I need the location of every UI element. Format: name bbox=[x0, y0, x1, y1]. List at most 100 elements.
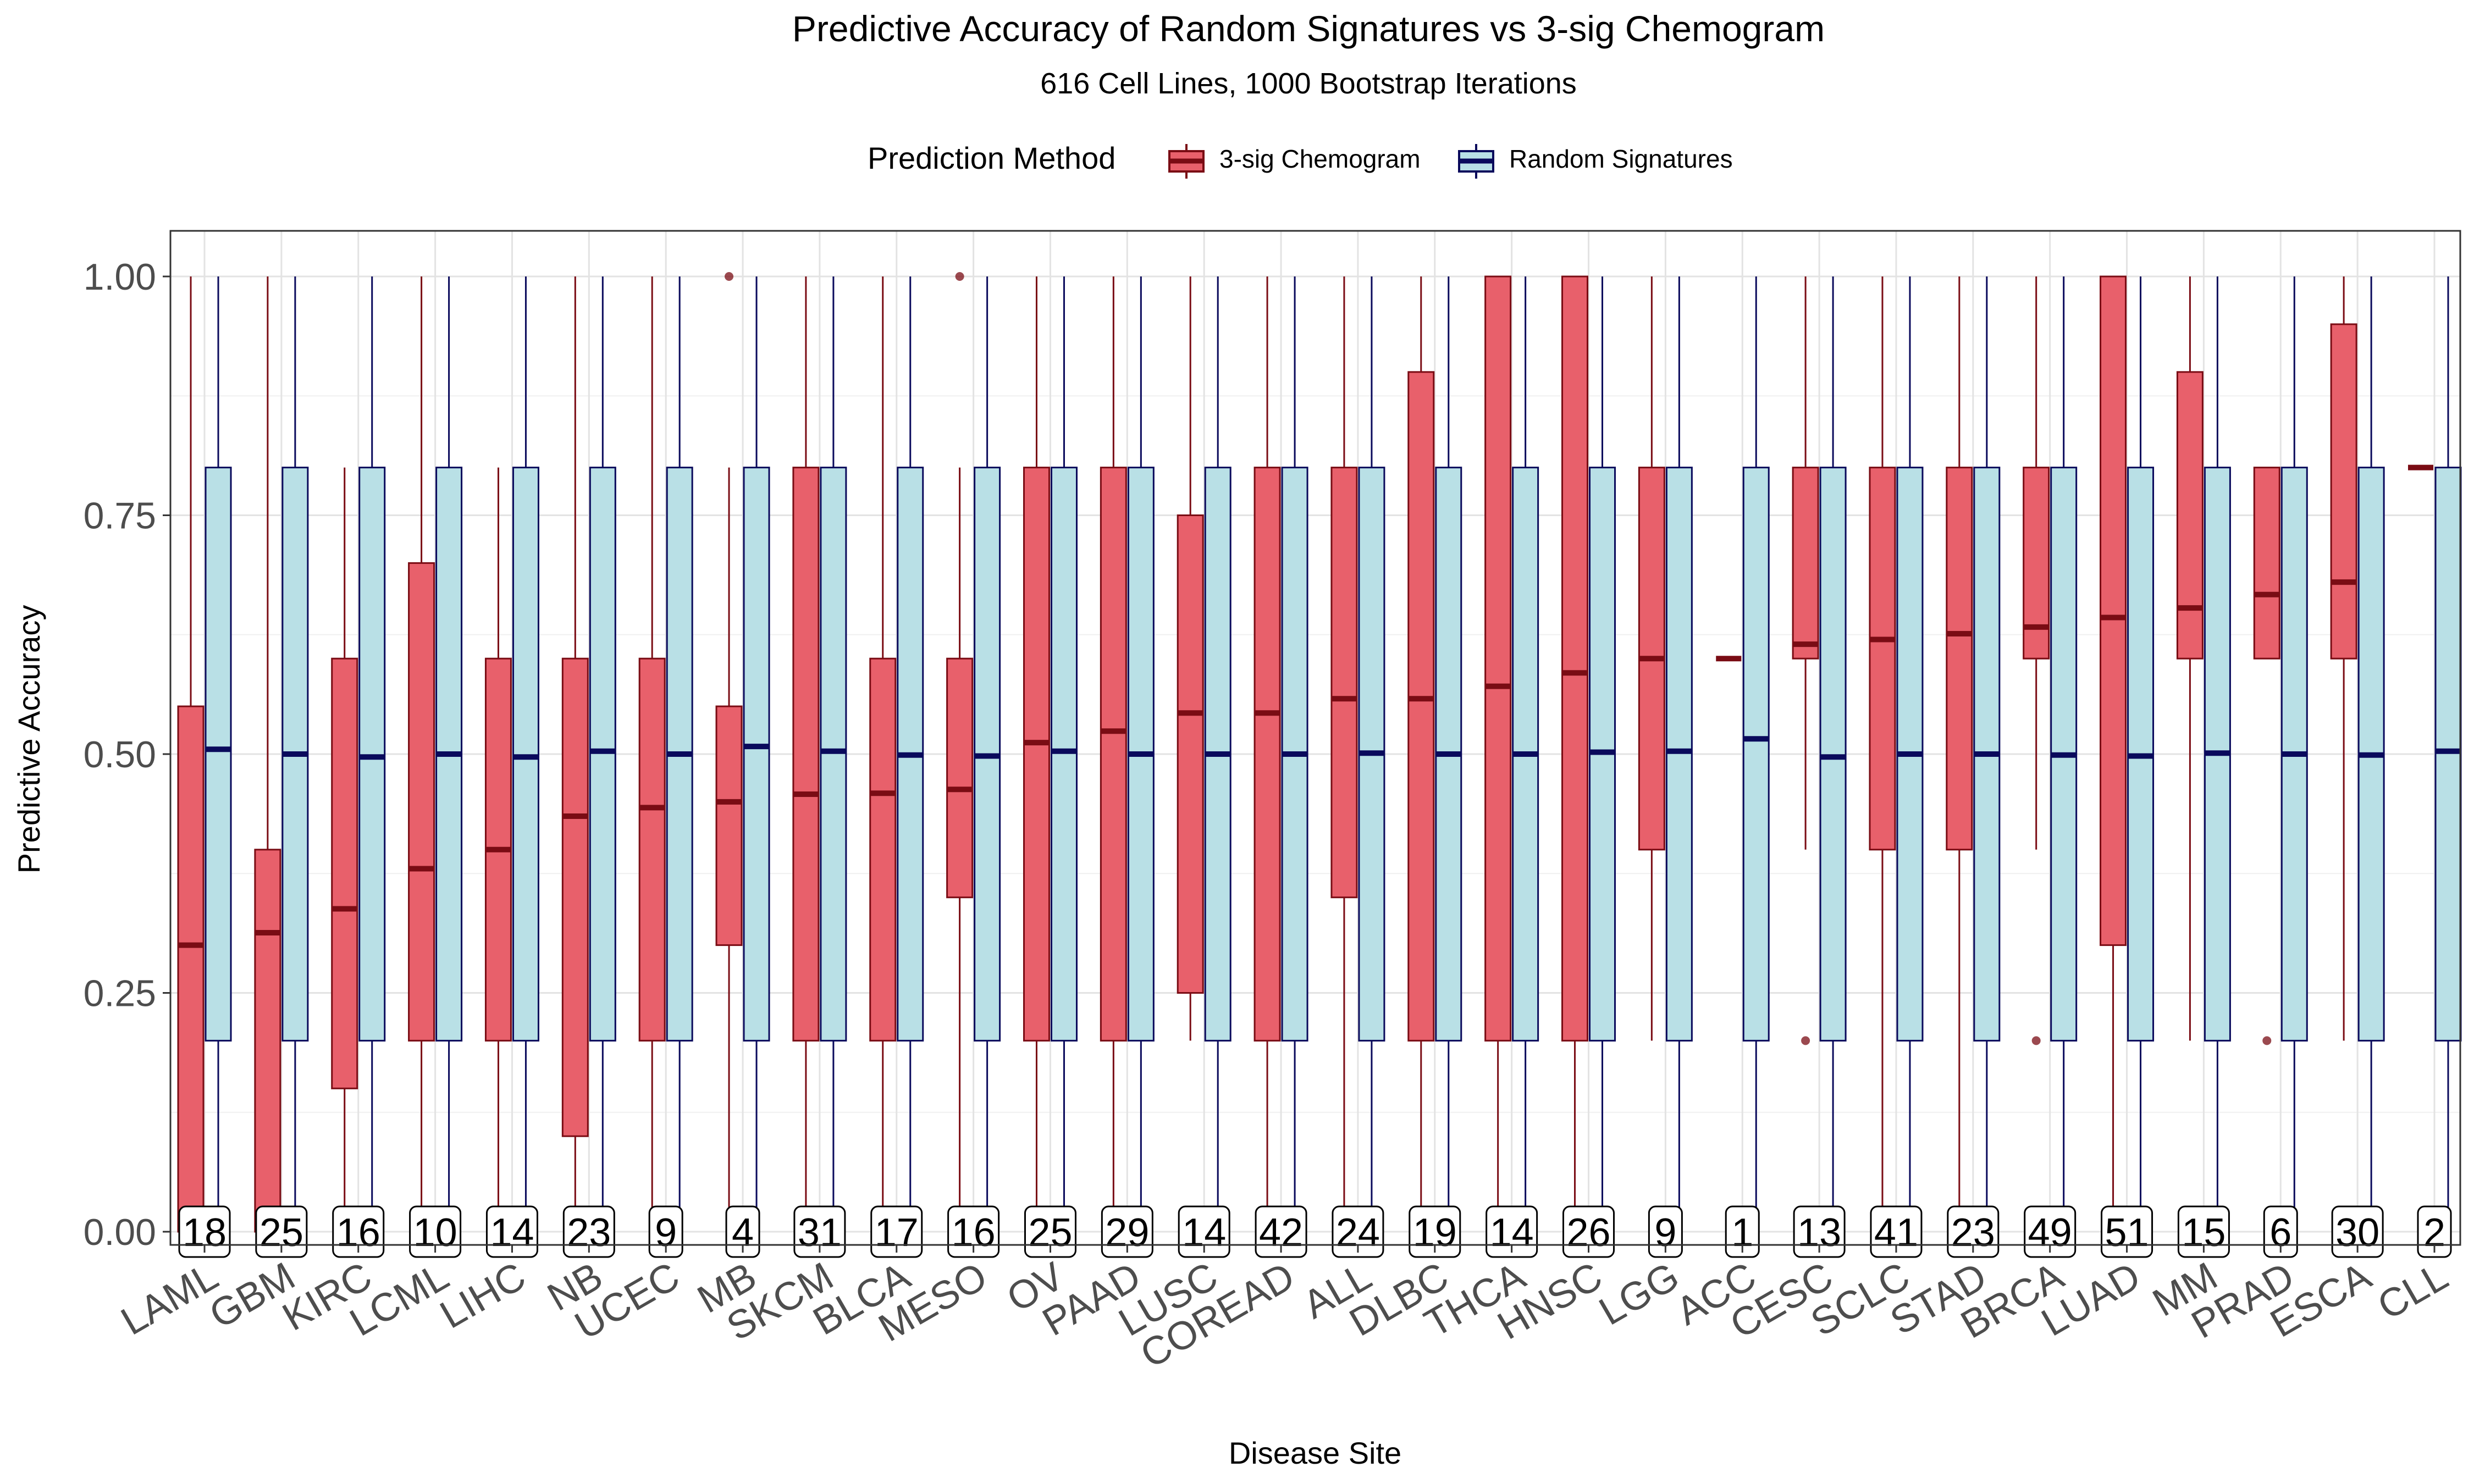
random-box-laml bbox=[205, 276, 232, 1232]
random-box-lgg bbox=[1665, 276, 1693, 1232]
random-box-mb bbox=[743, 276, 770, 1232]
chemogram-box-nb bbox=[561, 276, 589, 1232]
random-box-body bbox=[1050, 467, 1078, 1042]
legend-key-random bbox=[1458, 144, 1494, 179]
chemogram-box-mm bbox=[2176, 276, 2204, 1041]
chemogram-box-stad bbox=[1946, 276, 1973, 1232]
random-box-body bbox=[589, 467, 616, 1042]
chemogram-box-body bbox=[1100, 467, 1127, 1042]
chemogram-outlier-point bbox=[2262, 1036, 2272, 1045]
legend-label-random: Random Signatures bbox=[1509, 145, 1733, 173]
random-box-hnsc bbox=[1589, 276, 1616, 1232]
chemogram-box-body bbox=[254, 849, 281, 1233]
y-axis-label: Predictive Accuracy bbox=[12, 605, 46, 874]
chemogram-box-body bbox=[1407, 371, 1435, 1042]
chemogram-box-luad bbox=[2100, 275, 2127, 1232]
chemogram-box-body bbox=[1561, 275, 1589, 1042]
chemogram-box-dlbc bbox=[1407, 276, 1435, 1232]
chemogram-box-body bbox=[2100, 275, 2127, 946]
chemogram-box-gbm bbox=[254, 276, 281, 1233]
legend: Prediction Method 3-sig Chemogram Random… bbox=[868, 141, 1733, 179]
chemogram-box-body bbox=[946, 657, 974, 899]
y-tick-label: 0.25 bbox=[84, 973, 156, 1015]
chemogram-box-sclc bbox=[1869, 276, 1896, 1232]
random-box-dlbc bbox=[1435, 276, 1462, 1232]
chemogram-box-body bbox=[2176, 371, 2204, 660]
random-box-ov bbox=[1050, 276, 1078, 1232]
y-tick-label: 0.50 bbox=[84, 734, 156, 776]
chemogram-box-body bbox=[715, 705, 743, 946]
chemogram-box-esca bbox=[2330, 276, 2357, 1041]
chemogram-box-ucec bbox=[638, 276, 666, 1232]
chemogram-box-body bbox=[1023, 467, 1050, 1042]
legend-key-chemogram bbox=[1168, 144, 1205, 179]
random-box-mm bbox=[2204, 276, 2231, 1232]
chemogram-box-body bbox=[1792, 467, 1819, 660]
random-box-lusc bbox=[1204, 276, 1232, 1232]
chemogram-box-body bbox=[1253, 467, 1281, 1042]
chemogram-box-lusc bbox=[1177, 276, 1204, 1041]
random-box-body bbox=[1819, 467, 1847, 1042]
chemogram-box-paad bbox=[1100, 276, 1127, 1232]
legend-title: Prediction Method bbox=[868, 141, 1115, 175]
chemogram-box-body bbox=[1869, 467, 1896, 851]
random-box-thca bbox=[1512, 276, 1539, 1232]
random-box-lcml bbox=[435, 276, 463, 1232]
chart-title: Predictive Accuracy of Random Signatures… bbox=[792, 8, 1825, 49]
chemogram-box-cesc bbox=[1792, 276, 1819, 1045]
chart-subtitle: 616 Cell Lines, 1000 Bootstrap Iteration… bbox=[1040, 67, 1577, 100]
random-box-nb bbox=[589, 276, 616, 1232]
random-box-brca bbox=[2050, 276, 2078, 1232]
plot-border bbox=[169, 230, 2461, 1246]
random-box-acc bbox=[1742, 276, 1770, 1232]
random-box-ucec bbox=[666, 276, 693, 1232]
chemogram-box-body bbox=[869, 657, 897, 1042]
random-box-blca bbox=[897, 276, 924, 1232]
chemogram-box-body bbox=[1330, 467, 1358, 899]
random-box-cll bbox=[2434, 276, 2462, 1232]
random-box-lihc bbox=[512, 276, 539, 1232]
chemogram-box-skcm bbox=[792, 276, 820, 1232]
random-box-stad bbox=[1973, 276, 2001, 1232]
random-box-esca bbox=[2357, 276, 2385, 1232]
random-box-kirc bbox=[358, 276, 386, 1232]
chemogram-box-body bbox=[1484, 275, 1512, 1042]
random-box-meso bbox=[974, 276, 1001, 1232]
y-tick-label: 0.00 bbox=[84, 1211, 156, 1253]
chemogram-box-body bbox=[1946, 467, 1973, 851]
y-tick-label: 1.00 bbox=[84, 256, 156, 298]
chemogram-box-body bbox=[2253, 467, 2280, 660]
chemogram-box-body bbox=[331, 657, 358, 1089]
random-box-gbm bbox=[281, 276, 309, 1232]
chemogram-outlier-point bbox=[725, 272, 734, 281]
chemogram-box-body bbox=[2330, 323, 2357, 660]
random-box-sclc bbox=[1896, 276, 1924, 1232]
random-box-body bbox=[512, 467, 539, 1042]
y-axis: 0.00 0.25 0.50 0.75 1.00 bbox=[84, 256, 170, 1253]
random-box-prad bbox=[2280, 276, 2308, 1232]
chemogram-box-meso bbox=[946, 272, 974, 1232]
y-tick-label: 0.75 bbox=[84, 495, 156, 537]
random-box-body bbox=[2434, 467, 2462, 1042]
chemogram-outlier-point bbox=[955, 272, 964, 281]
random-box-body bbox=[1742, 467, 1770, 1042]
chemogram-box-body bbox=[1177, 514, 1204, 994]
legend-label-chemogram: 3-sig Chemogram bbox=[1219, 145, 1421, 173]
chemogram-box-body bbox=[408, 562, 435, 1042]
chemogram-outlier-point bbox=[2031, 1036, 2041, 1045]
chemogram-box-body bbox=[177, 705, 205, 1233]
chemogram-box-body bbox=[561, 657, 589, 1137]
random-box-body bbox=[743, 467, 770, 1042]
random-box-body bbox=[1665, 467, 1693, 1042]
random-box-body bbox=[358, 467, 386, 1042]
grid-lines bbox=[170, 231, 2460, 1245]
chemogram-box-lcml bbox=[408, 276, 435, 1232]
chemogram-box-all bbox=[1330, 276, 1358, 1232]
random-box-body bbox=[820, 467, 847, 1042]
chemogram-box-prad bbox=[2253, 467, 2280, 1045]
chemogram-box-body bbox=[792, 467, 820, 1042]
chemogram-box-blca bbox=[869, 276, 897, 1232]
random-box-skcm bbox=[820, 276, 847, 1232]
chemogram-box-laml bbox=[177, 276, 205, 1233]
